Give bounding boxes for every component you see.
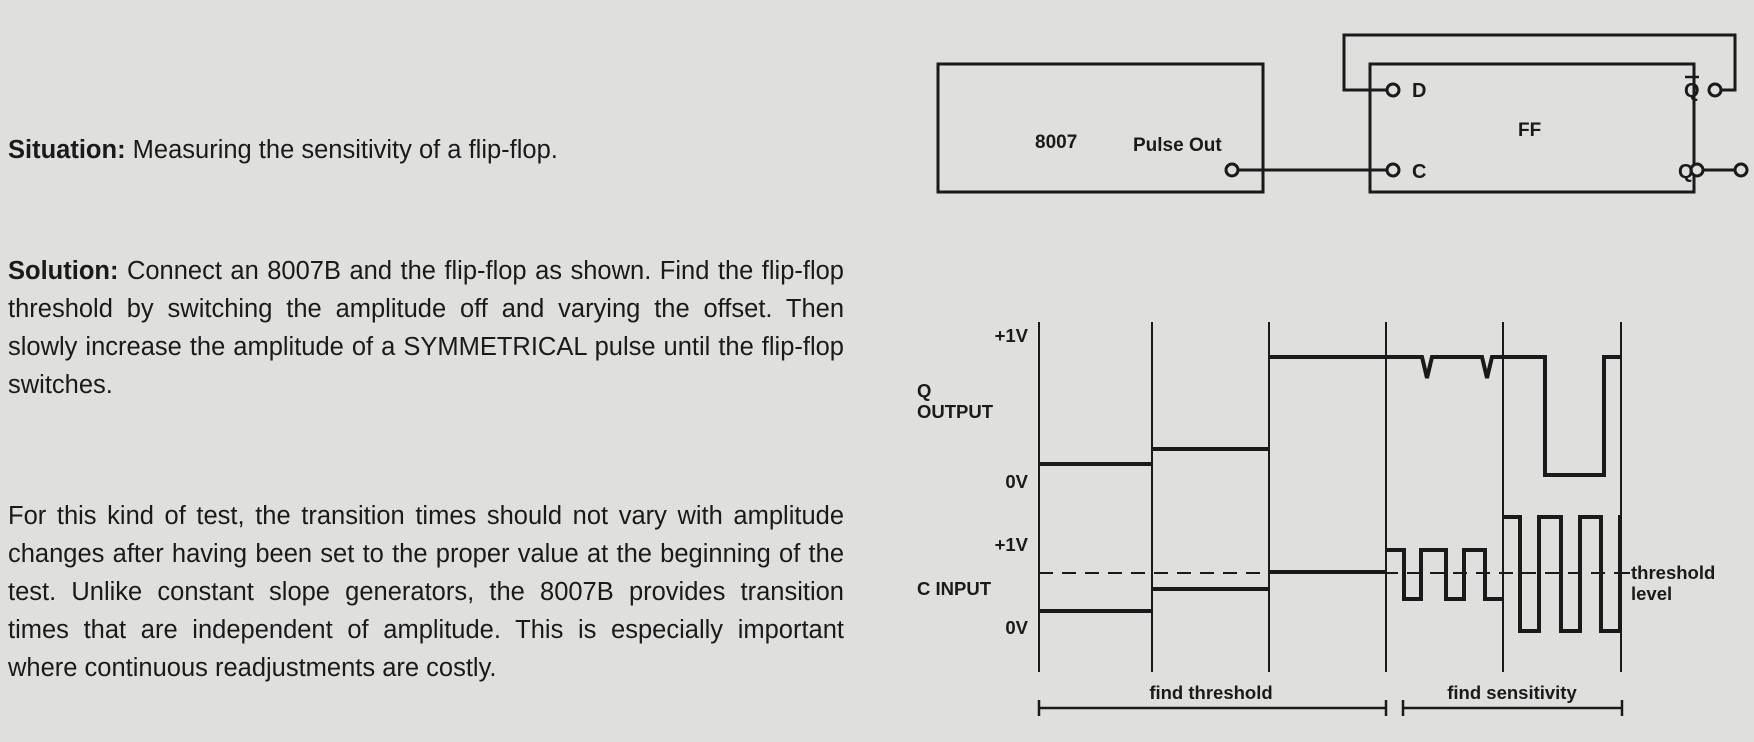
generator-box [936,62,1265,194]
note-paragraph: For this kind of test, the transition ti… [8,502,844,682]
threshold-label: threshold [1631,562,1715,583]
pin-qbar-label: Q [1684,80,1700,102]
c-trace-5 [1503,515,1622,633]
ff-label: FF [1518,120,1541,141]
flip-flop-box [1368,62,1696,194]
timing-diagram [1037,322,1630,716]
pin-c-label: C [1412,161,1426,183]
q-output-terminal [1733,162,1749,178]
c-trace-4 [1386,548,1503,601]
feedback-wire [1342,33,1737,92]
d-terminal [1385,82,1401,98]
c-input-label: C INPUT [917,578,992,599]
circuit-diagram [936,33,1749,194]
situation-text: Measuring the sensitivity of a flip-flop… [125,136,558,164]
c-plus-label: +1V [995,534,1029,555]
q-label: Q [917,380,931,401]
generator-label: 8007 [1035,132,1077,153]
output-label: OUTPUT [917,401,994,422]
q-terminal [1689,162,1705,178]
find-sensitivity-label: find sensitivity [1447,682,1577,703]
find-threshold-label: find threshold [1149,682,1272,703]
c-zero-label: 0V [1005,617,1028,638]
solution-paragraph: Solution: Connect an 8007B and the flip-… [8,252,844,404]
pin-d-label: D [1412,80,1426,102]
c-terminal [1385,162,1401,178]
q-trace-4 [1386,355,1621,477]
pulse-out-label: Pulse Out [1133,135,1222,156]
pin-q-label: Q [1678,161,1694,183]
situation-label: Situation: [8,136,126,164]
qbar-terminal [1707,82,1723,98]
q-zero-label: 0V [1005,471,1028,492]
situation-paragraph: Situation: Measuring the sensitivity of … [8,131,844,169]
solution-text: Connect an 8007B and the flip-flop as sh… [8,257,844,399]
solution-label: Solution: [8,257,119,285]
threshold-level-label: level [1631,583,1672,604]
pulse-out-terminal [1224,162,1240,178]
q-plus-label: +1V [995,325,1029,346]
